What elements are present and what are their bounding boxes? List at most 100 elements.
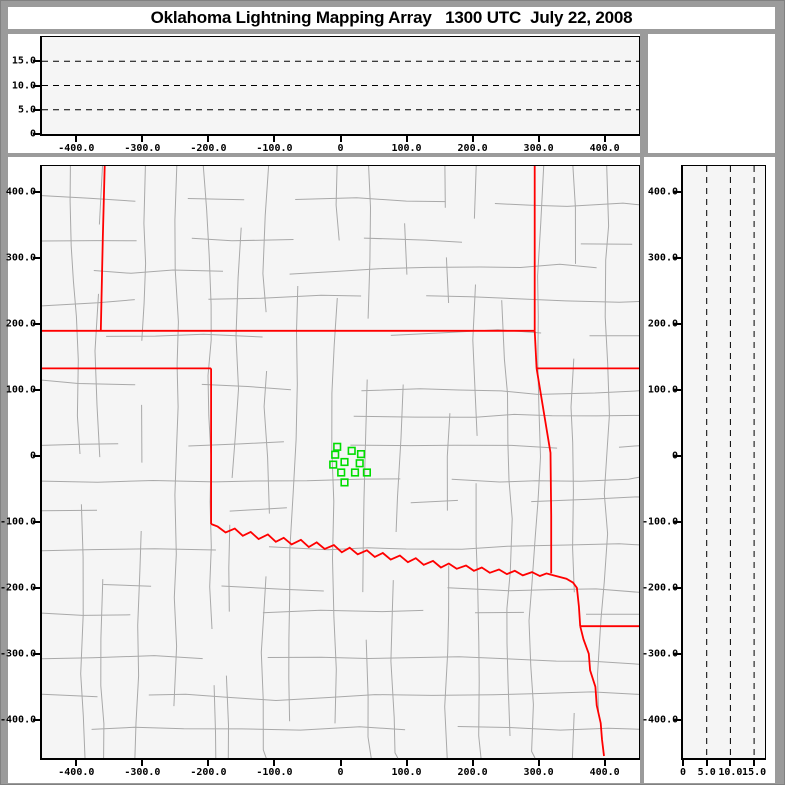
county-line <box>528 165 545 759</box>
county-line <box>41 379 136 386</box>
county-line <box>367 165 372 319</box>
county-line <box>263 370 270 514</box>
county-line <box>93 269 224 274</box>
map-ew-tick-label: 200.0 <box>457 767 488 778</box>
altitude-ns-tick <box>753 760 756 766</box>
county-line <box>494 202 640 207</box>
altitude-tick <box>33 108 40 111</box>
altitude-ns-tick-label: 10.0 <box>718 767 743 778</box>
lma-station-marker <box>347 446 356 455</box>
county-line <box>472 284 478 436</box>
county-line <box>531 496 640 503</box>
county-line <box>98 165 103 225</box>
county-line <box>361 388 640 395</box>
county-line <box>451 476 640 483</box>
altitude-vs-eastwest-plot[interactable] <box>40 36 640 136</box>
altitude-tick <box>33 133 40 135</box>
county-line <box>262 165 270 313</box>
map-ns-tick <box>33 520 40 523</box>
ns-distance-tick <box>674 191 681 194</box>
state-border-texas_arkansas <box>550 573 582 627</box>
county-line <box>267 656 640 665</box>
state-border-oklahoma_arkansas <box>535 368 553 574</box>
ew-distance-tick-label: 0 <box>337 143 344 154</box>
altitude-tick-label: 15.0 <box>11 55 36 67</box>
county-line <box>188 441 284 447</box>
plan-view-map-plot[interactable] <box>40 165 640 760</box>
ns-distance-tick-label: 300.0 <box>647 252 678 264</box>
county-line <box>208 294 362 300</box>
map-ew-tick <box>537 760 540 766</box>
ns-distance-tick-label: -200.0 <box>642 582 679 594</box>
county-line <box>41 299 135 307</box>
county-line <box>231 227 242 478</box>
altitude-vs-northsouth-plot[interactable] <box>681 165 766 760</box>
ns-distance-tick-label: 400.0 <box>647 186 678 198</box>
ew-distance-tick-label: 400.0 <box>589 143 620 154</box>
ns-distance-tick-label: 100.0 <box>647 384 678 396</box>
state-border-oklahoma_missouri <box>533 330 538 369</box>
county-line <box>475 483 482 759</box>
ew-distance-tick <box>207 136 210 142</box>
map-ew-tick <box>75 760 78 766</box>
county-line <box>41 693 98 698</box>
county-line <box>350 444 558 449</box>
ew-distance-tick-label: -100.0 <box>256 143 293 154</box>
ns-distance-tick <box>674 323 681 326</box>
county-line <box>404 223 408 275</box>
county-line <box>201 383 291 391</box>
state-border-texas_louisiana <box>579 625 605 757</box>
state-border-colorado_kansas <box>99 165 106 331</box>
county-line <box>94 293 101 458</box>
altitude-ns-tick <box>682 760 684 766</box>
ew-distance-tick-label: -400.0 <box>58 143 95 154</box>
map-ew-tick-label: -300.0 <box>124 767 161 778</box>
altitude-ns-tick <box>729 760 732 766</box>
county-line <box>571 712 575 759</box>
county-line <box>353 413 640 418</box>
altitude-ew-svg <box>42 60 639 111</box>
map-ew-tick <box>603 760 606 766</box>
county-line <box>446 413 451 511</box>
county-line <box>260 576 267 759</box>
ew-distance-tick-label: -300.0 <box>124 143 161 154</box>
county-line <box>141 165 147 341</box>
county-line <box>213 685 217 759</box>
map-ns-tick <box>33 652 40 655</box>
county-line <box>41 478 401 483</box>
county-line <box>229 507 287 512</box>
ns-distance-tick-label: 200.0 <box>647 318 678 330</box>
county-line <box>91 726 406 731</box>
map-ew-tick <box>273 760 276 766</box>
county-line <box>410 499 458 504</box>
map-ns-tick <box>33 257 40 260</box>
map-ns-tick-label: -100.0 <box>0 516 37 528</box>
county-line <box>363 237 463 243</box>
map-ns-tick-label: 0 <box>29 450 36 462</box>
county-line <box>41 443 119 446</box>
lma-station-marker <box>331 450 340 459</box>
county-line <box>225 675 230 759</box>
map-ns-tick-label: -200.0 <box>0 582 37 594</box>
altitude-ns-svg <box>706 166 755 758</box>
lma-station-marker <box>340 478 349 487</box>
county-line <box>148 691 640 702</box>
ns-distance-tick-label: 0 <box>671 450 678 462</box>
map-ew-tick-label: 0 <box>337 767 344 778</box>
county-line <box>445 257 450 304</box>
county-line <box>100 579 105 759</box>
ns-distance-tick <box>674 652 681 655</box>
county-line <box>473 165 477 219</box>
ns-distance-tick <box>674 389 681 392</box>
county-line <box>570 358 575 593</box>
county-line <box>41 655 203 660</box>
map-ew-tick-label: -100.0 <box>256 767 293 778</box>
ew-distance-tick <box>339 136 342 142</box>
county-line <box>106 333 263 338</box>
ns-distance-tick <box>674 455 681 458</box>
county-line <box>228 524 231 612</box>
altitude-ns-tick-label: 15.0 <box>742 767 767 778</box>
county-line <box>41 195 136 202</box>
ew-distance-tick-label: -200.0 <box>190 143 227 154</box>
